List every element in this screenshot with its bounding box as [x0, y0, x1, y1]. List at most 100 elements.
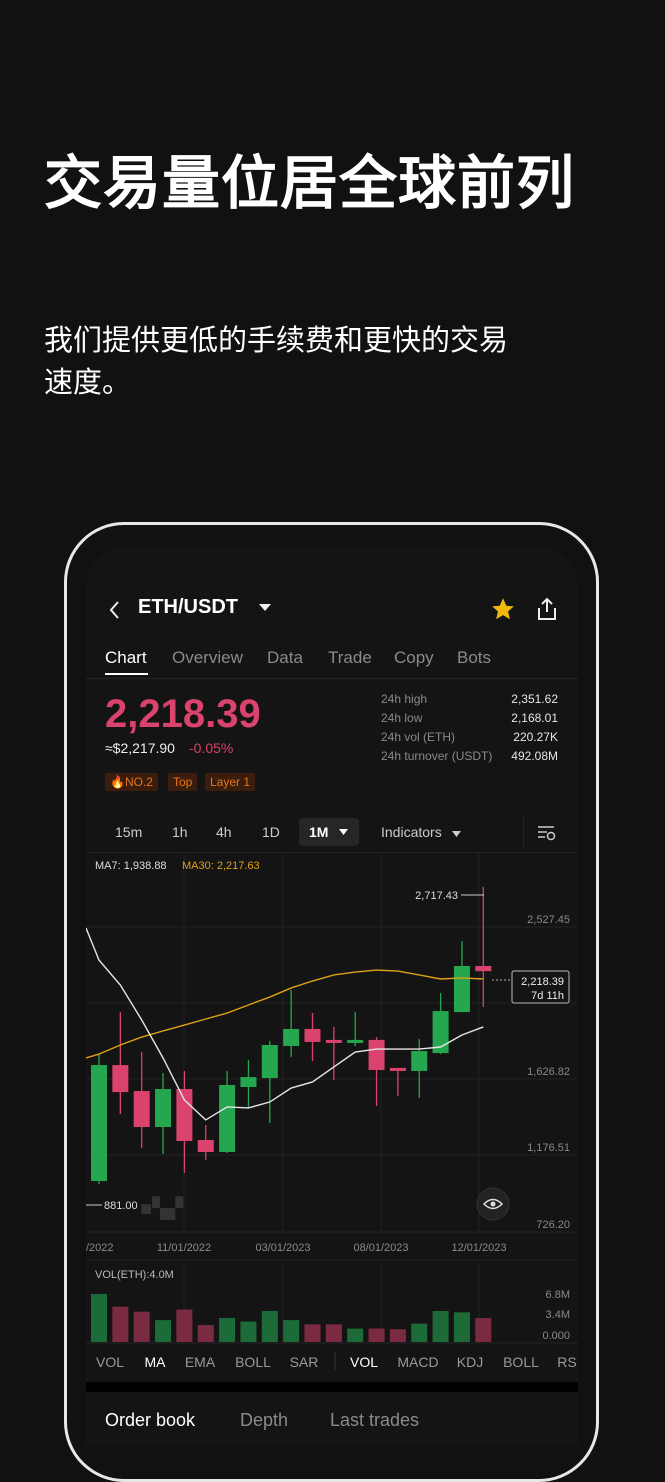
candle — [219, 1070, 236, 1153]
ma7-label: MA7: 1,938.88 — [95, 860, 167, 872]
dropdown-icon[interactable] — [259, 604, 271, 612]
sub-indicator-macd[interactable]: MACD — [397, 1354, 438, 1370]
candle-body — [368, 1039, 385, 1070]
eye-icon — [482, 1198, 504, 1210]
tab-trade[interactable]: Trade — [328, 648, 372, 667]
stat-label: 24h vol (ETH) — [381, 730, 456, 744]
candle-body — [176, 1089, 193, 1142]
tab-order-book[interactable]: Order book — [105, 1410, 196, 1430]
timeframe-1h[interactable]: 1h — [172, 824, 188, 840]
candle — [432, 993, 449, 1055]
share-icon[interactable] — [536, 597, 558, 621]
candle — [133, 1052, 150, 1148]
timeframe-1m-label: 1M — [309, 824, 329, 840]
volume-bar — [261, 1310, 278, 1342]
main-indicator-ema[interactable]: EMA — [185, 1354, 216, 1370]
candle — [91, 1054, 107, 1185]
price-change: -0.05% — [189, 740, 234, 756]
candle — [112, 1012, 129, 1115]
candle-body — [91, 1065, 107, 1182]
tab-overview[interactable]: Overview — [172, 648, 243, 667]
tab-data[interactable]: Data — [267, 648, 303, 667]
volume-bar — [197, 1325, 214, 1342]
dropdown-icon — [451, 831, 461, 837]
last-price-tag-value: 2,218.39 — [521, 976, 564, 988]
sub-indicator-boll[interactable]: BOLL — [503, 1354, 539, 1370]
divider — [86, 678, 578, 679]
low-marker: 881.00 — [104, 1200, 138, 1212]
candle — [240, 1060, 257, 1108]
candle-body — [389, 1067, 406, 1071]
candle-body — [112, 1065, 129, 1093]
rank-badge: 🔥NO.2 — [105, 773, 158, 791]
stat-value: 220.27K — [513, 730, 558, 744]
y-tick: 1,176.51 — [527, 1142, 570, 1154]
stat-value: 2,351.62 — [511, 692, 558, 706]
back-icon[interactable] — [108, 600, 122, 620]
countdown: 7d 11h — [531, 990, 564, 1002]
high-marker: 2,717.43 — [415, 890, 458, 902]
top-badge[interactable]: Top — [168, 773, 198, 791]
candle — [347, 1012, 364, 1046]
stat-label: 24h high — [381, 692, 428, 706]
main-indicator-vol[interactable]: VOL — [96, 1354, 124, 1370]
section-gap — [86, 1382, 578, 1392]
main-indicator-ma[interactable]: MA — [145, 1354, 167, 1370]
candle — [176, 1070, 193, 1173]
okx-watermark: ■▚▞ — [140, 1196, 183, 1220]
usd-price: ≈$2,217.90 — [105, 740, 175, 756]
candlestick-chart[interactable]: MA7: 1,938.88 MA30: 2,217.63 2,527.45 1,… — [86, 852, 578, 1390]
tab-copy[interactable]: Copy — [394, 648, 434, 667]
visibility-button[interactable] — [476, 1187, 510, 1221]
volume-bar — [432, 1310, 449, 1342]
candle — [389, 1067, 406, 1096]
x-tick: 03/01/2023 — [255, 1242, 310, 1254]
volume-bar — [91, 1294, 107, 1342]
chart-settings-icon[interactable] — [538, 825, 556, 841]
sub-indicator-kdj[interactable]: KDJ — [457, 1354, 483, 1370]
y-tick: 1,626.82 — [527, 1066, 570, 1078]
candle-body — [325, 1039, 342, 1043]
volume-bar — [453, 1312, 470, 1342]
main-indicator-sar[interactable]: SAR — [290, 1354, 319, 1370]
volume-bar — [368, 1328, 385, 1342]
timeframe-4h[interactable]: 4h — [216, 824, 232, 840]
rank-badge-label: NO.2 — [124, 775, 153, 789]
sub-indicator-rs[interactable]: RS — [557, 1354, 576, 1370]
volume-bar — [475, 1318, 492, 1342]
indicators-button[interactable]: Indicators — [381, 824, 461, 840]
volume-bar — [347, 1328, 364, 1342]
candle-body — [475, 965, 492, 972]
sub-indicator-vol[interactable]: VOL — [350, 1354, 378, 1370]
divider — [86, 852, 578, 853]
candle — [475, 886, 492, 1008]
tab-chart[interactable]: Chart — [105, 648, 147, 667]
ma30-line — [86, 969, 484, 1059]
volume-bar — [283, 1320, 300, 1342]
ma30-label: MA30: 2,217.63 — [182, 860, 260, 872]
stat-value: 2,168.01 — [511, 711, 558, 725]
star-icon[interactable] — [490, 596, 516, 622]
tab-bots[interactable]: Bots — [457, 648, 492, 667]
x-tick: 12/01/2023 — [451, 1242, 506, 1254]
y-tick: 2,527.45 — [527, 914, 570, 926]
candle — [453, 941, 470, 1013]
y-tick: 726.20 — [536, 1219, 570, 1231]
tab-depth[interactable]: Depth — [240, 1410, 289, 1430]
volume-bar — [304, 1324, 321, 1342]
active-tab-indicator — [105, 673, 148, 675]
candle-body — [197, 1140, 214, 1152]
volume-bar — [155, 1320, 172, 1342]
timeframe-1m[interactable]: 1M — [299, 818, 359, 846]
tab-last-trades[interactable]: Last trades — [330, 1410, 420, 1430]
indicators-label: Indicators — [381, 824, 442, 840]
timeframe-1d[interactable]: 1D — [262, 824, 280, 840]
layer1-badge[interactable]: Layer 1 — [205, 773, 256, 791]
timeframe-15m[interactable]: 15m — [115, 824, 143, 840]
candle — [325, 1026, 342, 1080]
main-indicator-boll[interactable]: BOLL — [235, 1354, 271, 1370]
x-tick: 08/01/2023 — [353, 1242, 408, 1254]
candle-body — [240, 1077, 257, 1088]
pair-title[interactable]: ETH/USDT — [138, 596, 238, 618]
fire-icon: 🔥 — [110, 775, 125, 789]
